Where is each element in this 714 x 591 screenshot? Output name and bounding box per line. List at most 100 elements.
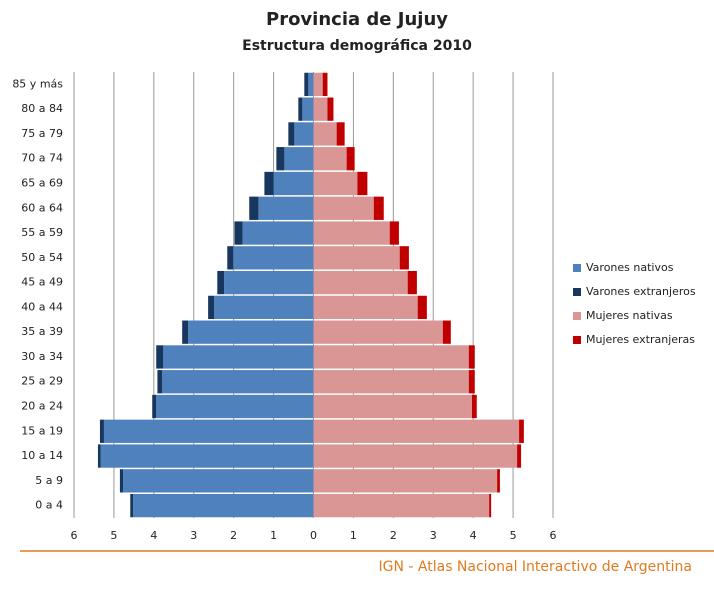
x-tick-label: 1 (270, 529, 277, 542)
bar (497, 469, 500, 493)
x-tick-label: 6 (71, 529, 78, 542)
legend-label: Varones nativos (586, 261, 674, 274)
x-tick-label: 5 (510, 529, 517, 542)
bar (156, 345, 164, 369)
bar (294, 122, 314, 146)
bar (304, 72, 309, 97)
x-tick-label: 2 (230, 529, 237, 542)
bar (517, 444, 522, 468)
bar (313, 394, 472, 419)
bar (313, 97, 328, 121)
y-tick-label: 55 a 59 (21, 226, 63, 239)
bar (313, 469, 498, 493)
bar (188, 320, 314, 344)
legend-swatch (573, 336, 581, 344)
bar (313, 72, 323, 97)
bar (273, 171, 314, 196)
bar (327, 97, 334, 121)
y-tick-label: 85 y más (12, 77, 63, 90)
bar (313, 270, 408, 295)
bar (208, 295, 215, 320)
bar (313, 171, 358, 196)
x-tick-label: 4 (470, 529, 477, 542)
bar (100, 444, 314, 468)
y-tick-label: 40 a 44 (21, 300, 63, 313)
bar (182, 320, 189, 344)
bar (133, 493, 314, 518)
y-tick-label: 65 a 69 (21, 177, 63, 190)
chart-title: Provincia de Jujuy (266, 9, 448, 30)
bar (322, 72, 328, 97)
bar (313, 419, 520, 443)
bar (313, 444, 518, 468)
legend-swatch (573, 312, 581, 320)
bar (313, 122, 337, 146)
bar (313, 493, 490, 518)
y-tick-label: 60 a 64 (21, 201, 63, 214)
bar (103, 419, 314, 443)
bar (233, 246, 314, 270)
bar (468, 345, 475, 369)
bar (389, 221, 399, 245)
bar (217, 270, 225, 295)
bar (519, 419, 524, 443)
x-tick-label: 3 (430, 529, 437, 542)
bar (214, 295, 314, 320)
bar (227, 246, 234, 270)
x-tick-label: 4 (150, 529, 157, 542)
legend-label: Mujeres nativas (586, 309, 673, 322)
bar (163, 345, 314, 369)
bar (152, 394, 157, 419)
bar (276, 147, 285, 171)
bar (468, 370, 475, 394)
bar (302, 97, 314, 121)
bar (258, 196, 314, 220)
legend-label: Mujeres extranjeras (586, 333, 695, 346)
bar (313, 345, 469, 369)
bar (97, 444, 101, 468)
bar (313, 246, 400, 270)
y-tick-label: 45 a 49 (21, 276, 63, 289)
bar (489, 493, 492, 518)
bar (119, 469, 124, 493)
bar (130, 493, 134, 518)
x-tick-label: 2 (390, 529, 397, 542)
bar (417, 295, 427, 320)
bar (264, 171, 274, 196)
bar (284, 147, 314, 171)
bar (357, 171, 368, 196)
x-tick-label: 0 (310, 529, 317, 542)
y-tick-label: 70 a 74 (21, 152, 63, 165)
x-tick-label: 6 (550, 529, 557, 542)
bar (99, 419, 104, 443)
bar (308, 72, 314, 97)
bar (242, 221, 314, 245)
bar (313, 320, 443, 344)
bar (162, 370, 314, 394)
bar (399, 246, 409, 270)
x-tick-label: 3 (190, 529, 197, 542)
footer: IGN - Atlas Nacional Interactivo de Arge… (379, 559, 693, 575)
bar (123, 469, 314, 493)
y-tick-label: 20 a 24 (21, 400, 63, 413)
y-tick-label: 35 a 39 (21, 325, 63, 338)
bar (313, 221, 390, 245)
bar (156, 394, 314, 419)
bar (313, 370, 469, 394)
legend-swatch (573, 288, 581, 296)
bar (234, 221, 243, 245)
chart-subtitle: Estructura demográfica 2010 (242, 38, 472, 54)
y-tick-label: 15 a 19 (21, 424, 63, 437)
bar (298, 97, 303, 121)
y-tick-label: 80 a 84 (21, 102, 63, 115)
x-tick-label: 1 (350, 529, 357, 542)
legend-swatch (573, 264, 581, 272)
bar (471, 394, 477, 419)
bar (313, 196, 374, 220)
bar (157, 370, 163, 394)
y-tick-label: 50 a 54 (21, 251, 63, 264)
y-tick-label: 0 a 4 (35, 499, 63, 512)
bar (346, 147, 355, 171)
y-tick-label: 25 a 29 (21, 375, 63, 388)
